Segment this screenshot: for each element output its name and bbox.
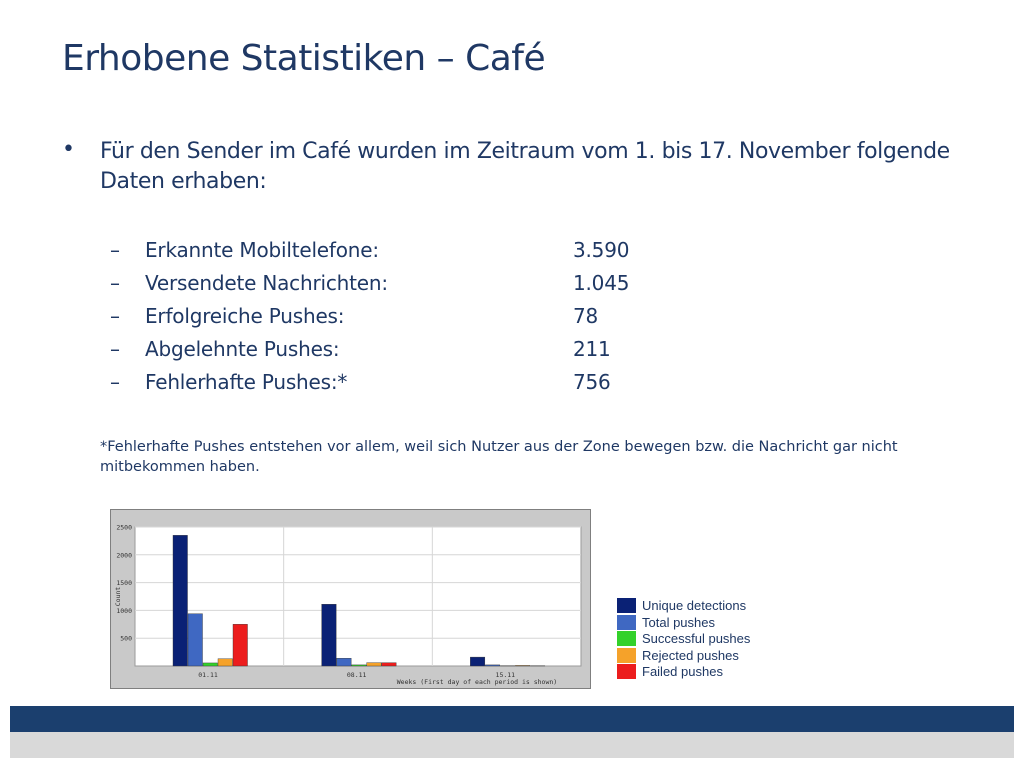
y-tick-label: 1500 (116, 579, 132, 587)
stat-value: 211 (573, 337, 611, 361)
bar-successful-pushes (202, 662, 218, 667)
x-tick-label: 15.11 (496, 671, 516, 679)
bar-failed-pushes (232, 624, 248, 667)
bar-total-pushes (485, 664, 501, 667)
dash-marker: – (110, 370, 120, 394)
y-axis-label: Count (114, 587, 122, 607)
y-tick-label: 2500 (116, 524, 132, 532)
stat-label: Erkannte Mobiltelefone: (145, 238, 379, 262)
stat-value: 756 (573, 370, 611, 394)
bar-unique-detections (470, 656, 486, 667)
bullet-point: • (62, 137, 75, 162)
bar-rejected-pushes (366, 662, 382, 667)
bar-chart: 500 1000 1500 2000 2500 Count 01.11 08.11 15.11 W… (110, 509, 591, 689)
stat-label: Erfolgreiche Pushes: (145, 304, 345, 328)
legend-swatch (617, 614, 636, 630)
legend-label: Failed pushes (642, 664, 723, 679)
bar-rejected-pushes (217, 658, 233, 667)
y-tick-label: 1000 (116, 607, 132, 615)
bar-unique-detections (321, 604, 337, 667)
legend-swatch (617, 647, 636, 663)
stat-value: 3.590 (573, 238, 630, 262)
legend-label: Successful pushes (642, 631, 751, 646)
plot-area (134, 526, 582, 667)
legend-label: Rejected pushes (642, 647, 739, 663)
bar-total-pushes (187, 613, 203, 667)
legend-label: Unique detections (642, 598, 747, 613)
bar-successful-pushes (351, 664, 367, 667)
stat-label: Abgelehnte Pushes: (145, 337, 340, 361)
legend-label: Total pushes (642, 614, 715, 630)
solidground-logo (738, 709, 978, 741)
footer-base-bar (10, 732, 1014, 758)
bar-unique-detections (172, 535, 188, 667)
legend-swatch (617, 598, 636, 613)
slide-title: Erhobene Statistiken – Café (62, 38, 546, 79)
dash-marker: – (110, 337, 120, 361)
legend-swatch (617, 664, 636, 679)
legend-swatch (617, 631, 636, 646)
footer-brand-bar (10, 706, 1014, 732)
y-tick-label: 2000 (116, 551, 132, 559)
x-tick-label: 08.11 (347, 671, 367, 679)
y-tick-label: 500 (120, 635, 132, 643)
dash-marker: – (110, 271, 120, 295)
footnote: *Fehlerhafte Pushes entstehen vor allem,… (100, 439, 898, 475)
dash-marker: – (110, 304, 120, 328)
dash-marker: – (110, 238, 120, 262)
intro-text: Für den Sender im Café wurden im Zeitrau… (100, 139, 950, 194)
stat-value: 1.045 (573, 271, 630, 295)
x-axis-label: Weeks (First day of each period is shown… (397, 678, 557, 686)
x-tick-label: 01.11 (198, 671, 218, 679)
stat-label: Versendete Nachrichten: (145, 271, 388, 295)
bar-rejected-pushes (515, 665, 531, 667)
stat-label: Fehlerhafte Pushes:* (145, 370, 348, 394)
chart-canvas: 500 1000 1500 2000 2500 Count 01.11 08.11 15.11W… (114, 524, 582, 686)
stat-value: 78 (573, 304, 599, 328)
bar-failed-pushes (381, 662, 397, 667)
bar-total-pushes (336, 658, 352, 667)
